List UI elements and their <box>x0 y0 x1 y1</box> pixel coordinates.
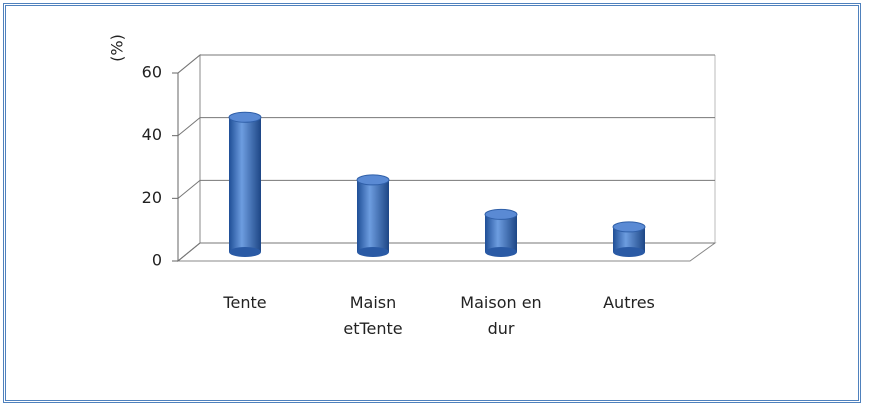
grid-line <box>177 242 715 262</box>
y-tick-label: 0 <box>152 251 162 270</box>
bar-bottom <box>229 247 261 257</box>
frame <box>3 3 861 403</box>
bar-bottom <box>613 247 645 257</box>
x-tick-label: Autres <box>603 293 655 312</box>
y-axis-label: (%) <box>108 34 127 62</box>
y-tick-label: 60 <box>142 63 162 82</box>
y-tick-label: 40 <box>142 125 162 144</box>
bar-top <box>356 174 390 186</box>
bar-bottom <box>485 247 517 257</box>
grid-line <box>177 117 715 137</box>
bar-top <box>228 111 262 123</box>
bar <box>229 117 261 253</box>
grid-line <box>177 179 715 199</box>
bar-top <box>484 208 518 220</box>
x-tick-label: Tente <box>223 293 267 312</box>
grid-line <box>177 54 715 74</box>
y-tick-label: 20 <box>142 188 162 207</box>
bar-top <box>612 221 646 233</box>
bar-bottom <box>357 247 389 257</box>
bar <box>485 214 517 252</box>
bar <box>357 179 389 252</box>
x-tick-label: Maison en dur <box>460 293 542 338</box>
x-tick-label: Maisn etTente <box>343 293 403 338</box>
back-wall <box>177 53 201 263</box>
